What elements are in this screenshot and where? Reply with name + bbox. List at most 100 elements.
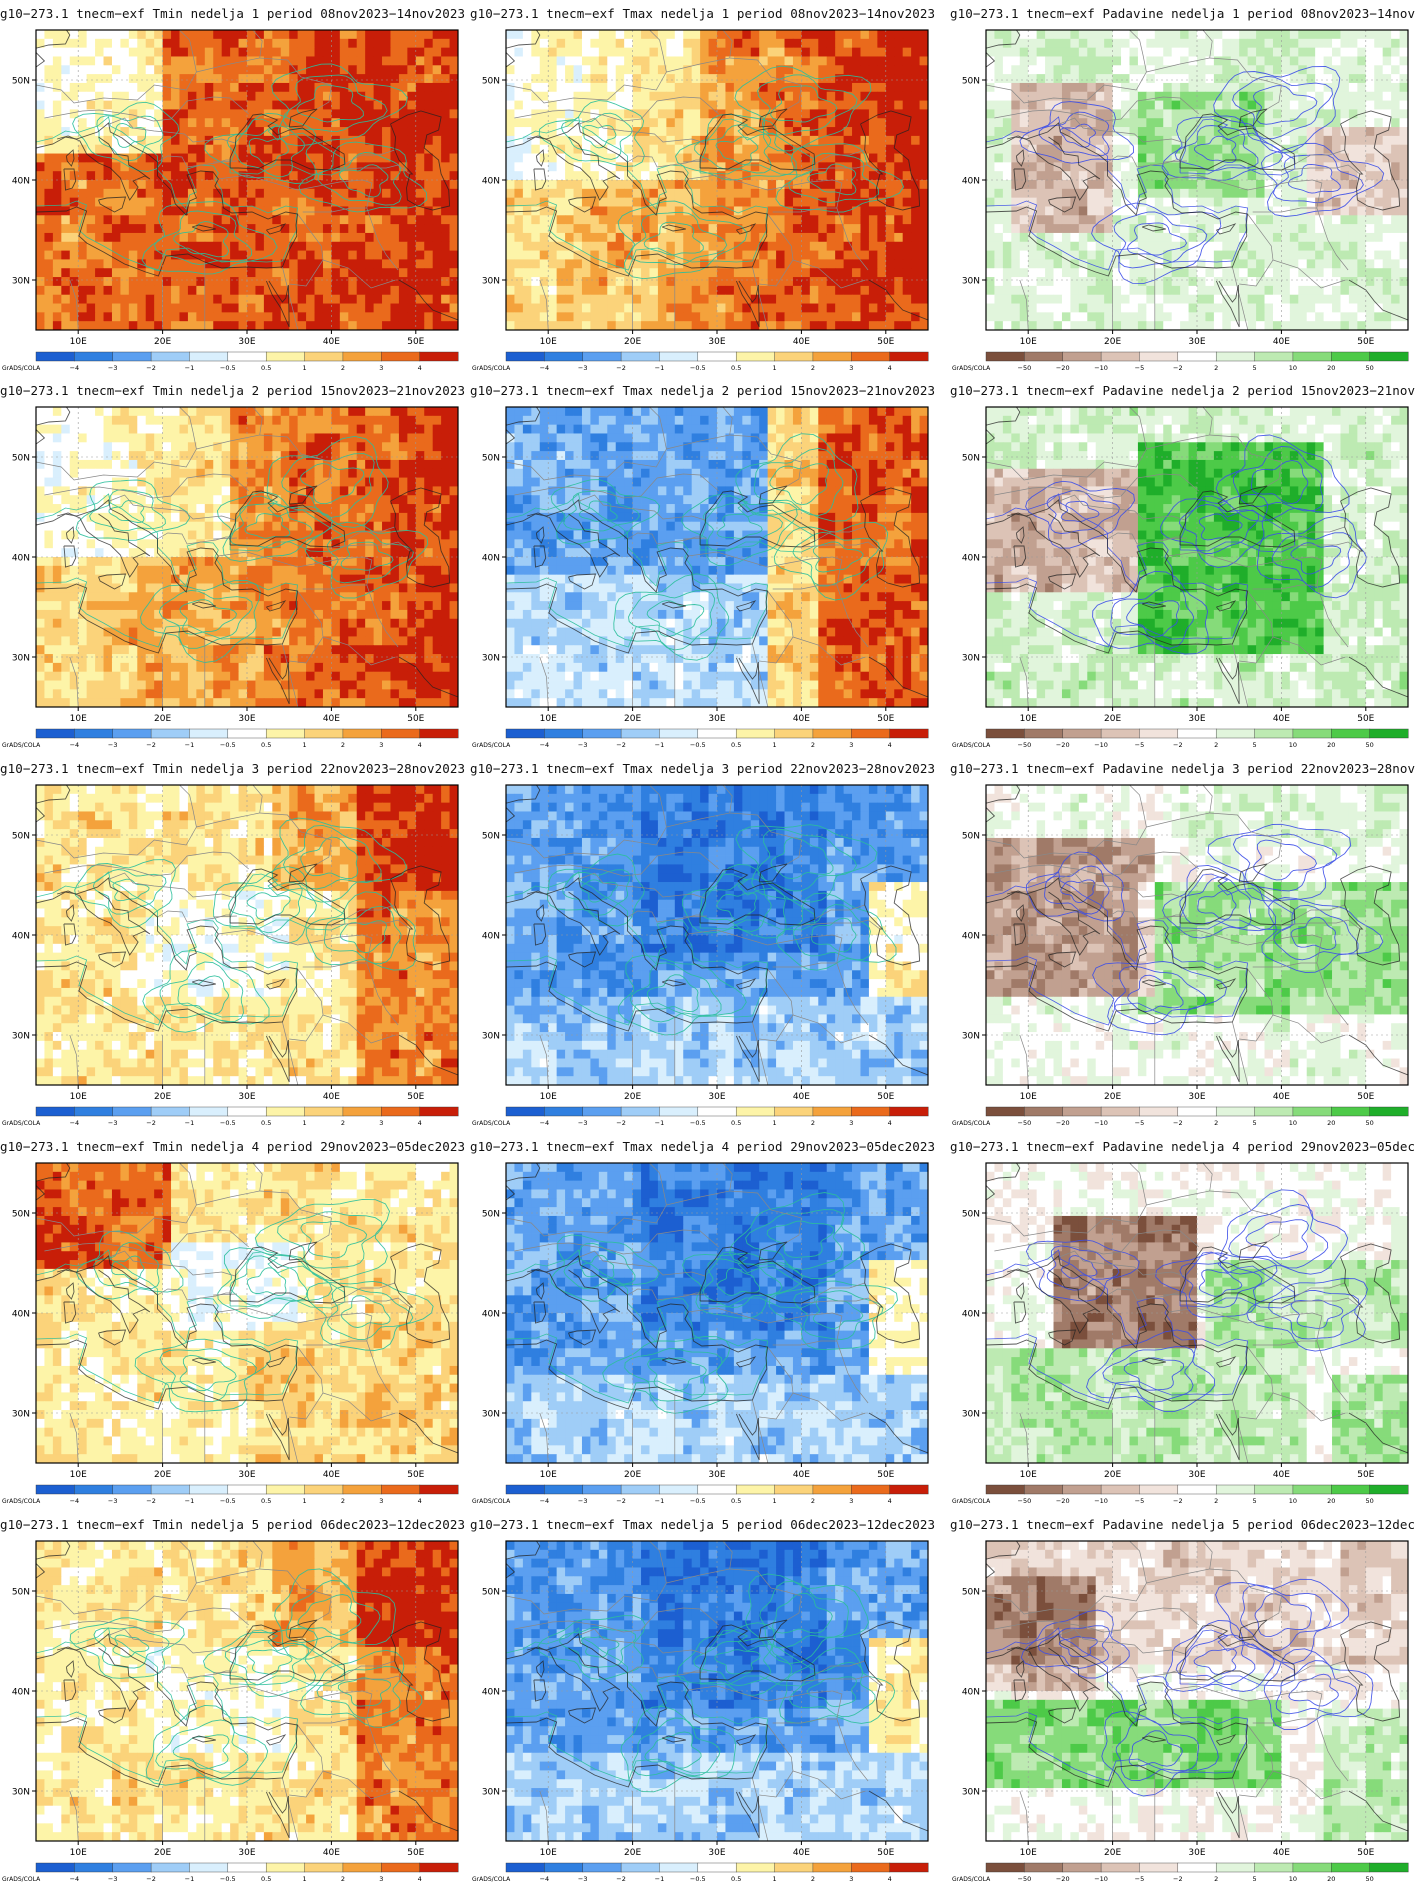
map-panel-title: g10−273.1 tnecm−exf Tmin nedelja 2 perio… (0, 383, 465, 398)
lon-tick-label: 10E (70, 1470, 87, 1480)
map-canvas: 50N 40N 30N 10E 20E 30E 40E 50E −50 −20 −10 −5 −2 2 5 1… (952, 1162, 1409, 1505)
legend-label: −0.5 (220, 1119, 236, 1127)
legend-swatch (1254, 1484, 1294, 1495)
map-panel-title: g10−273.1 tnecm−exf Tmax nedelja 3 perio… (470, 761, 935, 776)
legend-label: −4 (540, 1119, 550, 1127)
legend-label: −2 (146, 364, 156, 372)
legend-label: 5 (1252, 741, 1256, 749)
legend-label: 3 (849, 1497, 853, 1505)
legend-label: −0.5 (220, 741, 236, 749)
legend-colorbar: −50 −20 −10 −5 −2 2 5 10 20 50 (985, 1862, 1409, 1883)
legend-label: −0.5 (220, 364, 236, 372)
legend-label: 2 (341, 1119, 345, 1127)
coastlines (506, 30, 928, 328)
lon-tick-label: 40E (793, 1470, 810, 1480)
legend-label: −3 (578, 1119, 588, 1127)
legend-swatch (1139, 1484, 1179, 1495)
legend-label: 3 (379, 364, 383, 372)
legend-swatch (150, 728, 190, 739)
map-panel-tmin-week-1: g10−273.1 tnecm−exf Tmin nedelja 1 perio… (0, 0, 465, 376)
lon-tick-label: 10E (70, 337, 87, 347)
legend-swatch (35, 1106, 75, 1117)
lat-tick-label: 40N (482, 1688, 500, 1698)
lon-tick-label: 50E (1357, 337, 1374, 347)
legend-swatch (1331, 1862, 1371, 1873)
lat-tick-label: 40N (962, 932, 980, 942)
legend-colorbar: −4 −3 −2 −1 −0.5 0.5 1 2 3 4 (505, 1862, 929, 1883)
legend-swatch (189, 1484, 229, 1495)
coastlines (36, 407, 458, 705)
legend-label: 2 (341, 1497, 345, 1505)
field-layer (36, 785, 458, 1085)
legend-label: −2 (616, 364, 626, 372)
legend-label: 0.5 (731, 1875, 741, 1883)
legend-swatch (1139, 351, 1179, 362)
legend-swatch (544, 728, 584, 739)
lon-tick-label: 30E (708, 714, 725, 724)
legend-label: −3 (108, 364, 118, 372)
legend-label: 20 (1327, 364, 1335, 372)
legend-swatch (74, 1106, 114, 1117)
legend-swatch (659, 1484, 699, 1495)
grads-credit: GrADS/COLA (2, 742, 41, 749)
legend-label: −5 (1135, 1497, 1145, 1505)
lat-tick-label: 50N (962, 77, 980, 87)
lat-tick-label: 40N (12, 554, 30, 564)
legend-swatch (1177, 1862, 1217, 1873)
legend-swatch (697, 1484, 737, 1495)
legend-swatch (112, 1106, 152, 1117)
graticule (986, 30, 1408, 330)
map-panel-title: g10−273.1 tnecm−exf Padavine nedelja 4 p… (950, 1139, 1415, 1154)
legend-colorbar: −4 −3 −2 −1 −0.5 0.5 1 2 3 4 (35, 351, 459, 372)
legend-colorbar: −50 −20 −10 −5 −2 2 5 10 20 50 (985, 351, 1409, 372)
lat-tick-label: 30N (12, 654, 30, 664)
legend-label: 0.5 (731, 1497, 741, 1505)
legend-swatch (505, 1484, 545, 1495)
legend-swatch (419, 1106, 459, 1117)
graticule (506, 1541, 928, 1841)
map-canvas: 50N 40N 30N 10E 20E 30E 40E 50E −4 −3 −2 −1 −0.5 0.5 1… (2, 406, 459, 749)
map-panel-tmax-week-5: g10−273.1 tnecm−exf Tmax nedelja 5 perio… (470, 1511, 935, 1887)
map-canvas: 50N 40N 30N 10E 20E 30E 40E 50E −4 −3 −2 −1 −0.5 0.5 1… (472, 29, 929, 372)
lat-tick-label: 30N (962, 277, 980, 287)
legend-label: 50 (1365, 1875, 1373, 1883)
legend-swatch (1292, 1862, 1332, 1873)
legend-swatch (697, 1106, 737, 1117)
lat-tick-label: 40N (482, 932, 500, 942)
coastlines (986, 407, 1408, 705)
map-panel-padavine-week-5: g10−273.1 tnecm−exf Padavine nedelja 5 p… (950, 1511, 1415, 1887)
map-panel-padavine-week-1: g10−273.1 tnecm−exf Padavine nedelja 1 p… (950, 0, 1415, 376)
grads-credit: GrADS/COLA (472, 742, 511, 749)
legend-swatch (419, 728, 459, 739)
legend-label: −20 (1056, 1875, 1070, 1883)
lat-tick-label: 40N (482, 177, 500, 187)
lon-tick-label: 50E (1357, 1848, 1374, 1858)
legend-label: 5 (1252, 1497, 1256, 1505)
legend-label: 1 (772, 1119, 776, 1127)
legend-colorbar: −4 −3 −2 −1 −0.5 0.5 1 2 3 4 (35, 1862, 459, 1883)
legend-swatch (659, 1106, 699, 1117)
legend-swatch (1292, 351, 1332, 362)
legend-swatch (735, 1106, 776, 1117)
contour-lines (36, 1198, 434, 1413)
lat-tick-label: 30N (962, 1410, 980, 1420)
legend-label: −10 (1094, 741, 1108, 749)
legend-swatch (985, 351, 1025, 362)
map-panel-title: g10−273.1 tnecm−exf Tmin nedelja 4 perio… (0, 1139, 465, 1154)
field-layer (36, 1163, 458, 1463)
map-canvas: 50N 40N 30N 10E 20E 30E 40E 50E −50 −20 −10 −5 −2 2 5 1… (952, 1540, 1409, 1883)
legend-swatch (1139, 728, 1179, 739)
legend-label: −50 (1018, 1119, 1032, 1127)
legend-label: 4 (418, 1497, 422, 1505)
legend-swatch (735, 1484, 776, 1495)
legend-swatch (35, 728, 75, 739)
contour-lines (36, 1568, 423, 1786)
legend-swatch (735, 351, 776, 362)
coastlines (506, 407, 928, 705)
lon-tick-label: 40E (1273, 1848, 1290, 1858)
legend-swatch (889, 1106, 929, 1117)
lon-tick-label: 20E (154, 1848, 171, 1858)
lon-tick-label: 10E (70, 714, 87, 724)
legend-label: 4 (888, 1875, 892, 1883)
lon-tick-label: 10E (1020, 1470, 1037, 1480)
